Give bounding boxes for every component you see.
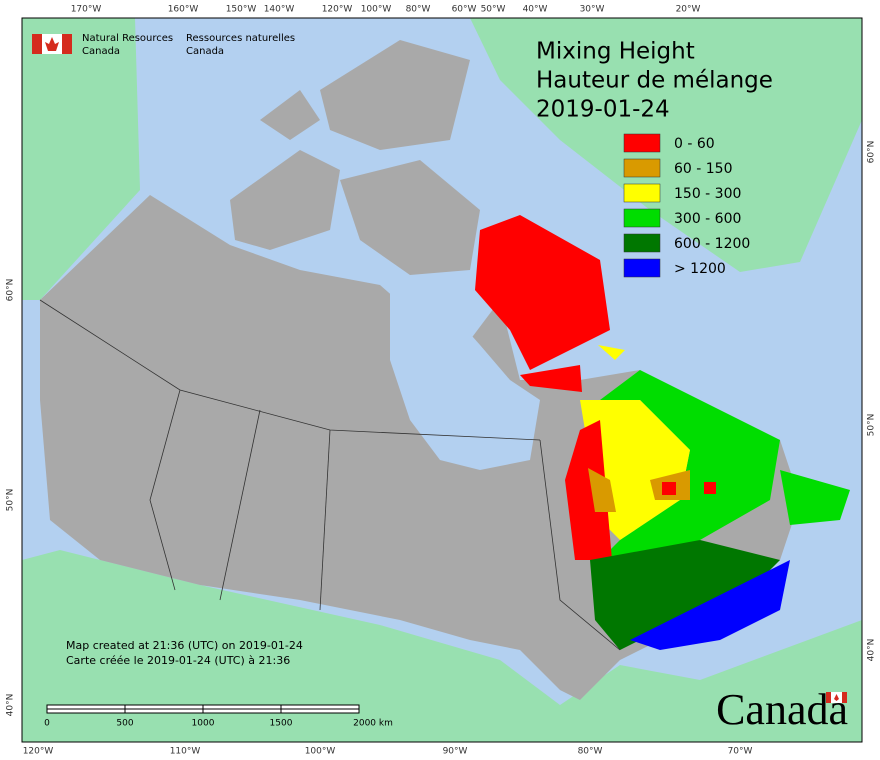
scale-labels: 0 500 1000 1500 2000 km: [44, 719, 393, 729]
legend: 0 - 60 60 - 150 150 - 300 300 - 600 600 - 12…: [623, 133, 750, 278]
border: [149, 389, 181, 591]
mixing-zone: [704, 482, 716, 494]
agency-fr: Canada: [186, 46, 224, 57]
longitude-label: 70°W: [728, 747, 753, 757]
scale-label: 2000 km: [353, 719, 393, 729]
alaska: [22, 18, 140, 300]
agency-fr: Ressources naturelles: [186, 33, 295, 44]
longitude-label: 80°W: [406, 5, 431, 15]
latitude-label: 60°N: [6, 279, 16, 302]
legend-label: 0 - 60: [674, 136, 715, 152]
hudson-bay: [390, 290, 540, 470]
longitude-label: 150°W: [226, 5, 257, 15]
scale-label: 0: [44, 719, 50, 729]
island: [260, 90, 320, 140]
legend-label: 150 - 300: [674, 186, 741, 202]
longitude-label: 120°W: [23, 747, 54, 757]
mixing-zone: [588, 468, 616, 512]
zones: [475, 215, 850, 650]
latitude-label: 50°N: [867, 414, 877, 437]
legend-swatch: [623, 183, 661, 203]
longitude-label: 30°W: [580, 5, 605, 15]
longitude-label: 90°W: [443, 747, 468, 757]
map-body: [22, 18, 862, 742]
latitude-label: 50°N: [6, 489, 16, 512]
longitude-label: 170°W: [71, 5, 102, 15]
mixing-zone: [475, 215, 610, 370]
longitude-label: 50°W: [481, 5, 506, 15]
legend-swatch: [623, 133, 661, 153]
legend-swatch: [623, 208, 661, 228]
frame: [21, 17, 863, 743]
scale-label: 1000: [192, 719, 215, 729]
island: [340, 160, 480, 275]
longitude-label: 110°W: [170, 747, 201, 757]
footer-note: Carte créée le 2019-01-24 (UTC) à 21:36: [66, 654, 290, 667]
border: [319, 429, 331, 611]
flag: [32, 34, 72, 54]
mixing-zone: [565, 420, 612, 560]
wordmark: Canada: [716, 685, 848, 734]
longitude-label: 20°W: [676, 5, 701, 15]
title: 2019-01-24: [536, 97, 670, 123]
mixing-zone: [590, 540, 780, 650]
legend-label: 300 - 600: [674, 211, 741, 227]
longitude-label: 100°W: [305, 747, 336, 757]
scale-label: 500: [116, 719, 133, 729]
longitude-label: 120°W: [322, 5, 353, 15]
greenland: [470, 18, 862, 272]
mixing-zone: [598, 345, 625, 360]
longitude-label: 140°W: [264, 5, 295, 15]
title: Hauteur de mélange: [536, 68, 773, 94]
latitude-label: 60°N: [867, 141, 877, 164]
scale-bar: [46, 704, 360, 714]
wordmark-flag: [826, 692, 847, 703]
legend-swatch: [623, 158, 661, 178]
graticule-labels: 170°W 160°W 150°W 140°W 120°W 100°W 80°W 60°W 50…: [6, 5, 877, 757]
legend-label: 60 - 150: [674, 161, 733, 177]
agency-en: Natural Resources: [82, 33, 173, 44]
latitude-label: 40°N: [867, 639, 877, 662]
agency-en: Canada: [82, 46, 120, 57]
mixing-zone: [780, 470, 850, 525]
border: [39, 299, 541, 441]
longitude-label: 100°W: [361, 5, 392, 15]
legend-swatch: [623, 258, 661, 278]
footer-note: Map created at 21:36 (UTC) on 2019-01-24: [66, 639, 303, 652]
mixing-zone: [520, 365, 582, 392]
longitude-label: 60°W: [452, 5, 477, 15]
longitude-label: 80°W: [578, 747, 603, 757]
legend-swatch: [623, 233, 661, 253]
mixing-zone: [662, 482, 676, 495]
latitude-label: 40°N: [6, 694, 16, 717]
scale-label: 1500: [270, 719, 293, 729]
united-states: [22, 550, 862, 742]
longitude-label: 160°W: [168, 5, 199, 15]
island: [230, 150, 340, 250]
legend-label: 600 - 1200: [674, 236, 750, 252]
title: Mixing Height: [536, 39, 695, 65]
longitude-label: 40°W: [523, 5, 548, 15]
mixing-zone: [600, 370, 780, 560]
island: [320, 40, 470, 150]
border: [539, 439, 621, 651]
mixing-zone: [630, 560, 790, 650]
border: [219, 409, 261, 601]
legend-label: > 1200: [674, 261, 726, 277]
